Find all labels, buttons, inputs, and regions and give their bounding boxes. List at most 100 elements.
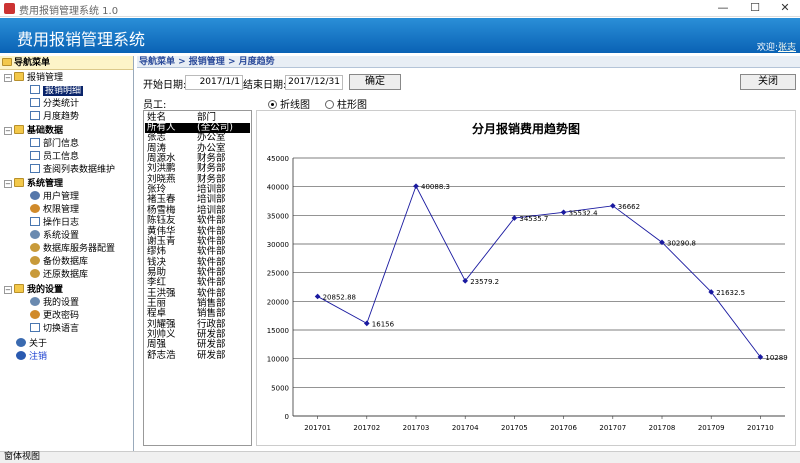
employee-department: 研发部 (197, 339, 226, 351)
settings-icon (30, 297, 40, 306)
database-icon (30, 269, 40, 278)
list-item[interactable]: 易助 软件部 (145, 267, 250, 278)
employee-department: 软件部 (197, 287, 226, 299)
settings-icon (30, 230, 40, 239)
sidebar-item-backup[interactable]: 备份数据库 (30, 256, 88, 269)
list-item[interactable]: 刘耀强 行政部 (145, 318, 250, 330)
employee-department: 软件部 (197, 256, 226, 268)
sidebar-item-label: 还原数据库 (43, 270, 89, 280)
radio-unselected-icon[interactable] (325, 100, 334, 109)
x-tick-label: 201702 (353, 424, 380, 432)
list-item[interactable]: 李红 软件部 (145, 278, 250, 288)
list-item[interactable]: 钱决 软件部 (145, 256, 250, 268)
employee-name: 刘耀强 (147, 318, 176, 330)
y-tick-label: 10000 (267, 356, 289, 364)
list-item[interactable]: 张志 办公室 (145, 133, 250, 143)
close-window-button[interactable]: ✕ (780, 1, 790, 14)
employee-name: 周涛 (147, 142, 167, 154)
employee-department: 财务部 (197, 153, 226, 165)
list-item[interactable]: 王洪强 软件部 (145, 287, 250, 299)
tree-group-system[interactable]: − 系统管理 (4, 178, 63, 191)
sidebar-item-settings[interactable]: 系统设置 (30, 230, 79, 243)
close-button[interactable]: 关闭 (740, 74, 796, 90)
data-point (363, 320, 370, 327)
radio-line-chart[interactable]: 折线图 (268, 96, 310, 111)
sidebar-item-permissions[interactable]: 权限管理 (30, 204, 79, 217)
list-item[interactable]: 舒志浩 研发部 (145, 350, 250, 361)
list-item[interactable]: 褚玉春 培训部 (145, 195, 250, 205)
minimize-button[interactable]: — (717, 1, 729, 14)
maximize-button[interactable]: ☐ (750, 1, 760, 14)
sidebar-item-about[interactable]: 关于 (16, 338, 47, 351)
sidebar-item-restore[interactable]: 还原数据库 (30, 269, 88, 282)
list-item[interactable]: 张玲 培训部 (145, 185, 250, 195)
sidebar-item-logs[interactable]: 操作日志 (30, 217, 79, 230)
sidebar-item-logout[interactable]: 注销 (16, 351, 47, 364)
list-item[interactable]: 缪炜 软件部 (145, 247, 250, 257)
list-item[interactable]: 所有人 (全公司) (145, 123, 250, 133)
data-point (708, 289, 715, 295)
user-name-link[interactable]: 张志 (777, 43, 796, 53)
end-date-field[interactable]: 2017/12/31 (285, 75, 343, 90)
collapse-icon[interactable]: − (4, 286, 12, 294)
list-item[interactable]: 谢玉青 软件部 (145, 236, 250, 247)
employee-label: 员工: (143, 100, 167, 111)
sidebar-item-departments[interactable]: 部门信息 (30, 138, 79, 151)
list-item[interactable]: 刘晓燕 财务部 (145, 174, 250, 185)
employee-name: 黄伟华 (147, 225, 176, 237)
list-item[interactable]: 周强 研发部 (145, 340, 250, 350)
radio-bar-chart[interactable]: 柱形图 (325, 96, 367, 111)
y-tick-label: 45000 (267, 155, 289, 163)
sidebar-item-detail[interactable]: 报销明细 (30, 85, 84, 98)
tree-group-label: 基础数据 (27, 126, 64, 136)
y-tick-label: 40000 (267, 184, 289, 192)
list-item[interactable]: 陈钰友 软件部 (145, 216, 250, 226)
employee-department: 软件部 (197, 215, 226, 227)
tree-group-my-settings[interactable]: − 我的设置 (4, 284, 63, 297)
data-point (609, 202, 616, 209)
sidebar-item-change-password[interactable]: 更改密码 (30, 310, 79, 323)
collapse-icon[interactable]: − (4, 127, 12, 135)
confirm-button[interactable]: 确定 (349, 74, 401, 90)
employee-department: 软件部 (197, 225, 226, 237)
tree-group-basic-data[interactable]: − 基础数据 (4, 125, 63, 138)
radio-selected-icon[interactable] (268, 100, 277, 109)
y-tick-label: 5000 (271, 384, 289, 392)
list-item[interactable]: 黄伟华 软件部 (145, 225, 250, 237)
employee-list[interactable]: 姓名 部门 所有人 (全公司) 张志 办公室 周涛 办公室 周源水 财务部 刘洪鹏 财务部 刘晓燕 财务部… (143, 110, 252, 446)
trend-chart: 分月报销费用趋势图 0 5000 10000 15000 20000 25000 30000 3… (267, 121, 788, 432)
window-title: 费用报销管理系统 1.0 (19, 6, 119, 17)
sidebar-item-users[interactable]: 用户管理 (30, 191, 79, 204)
sidebar-item-label: 关于 (29, 339, 48, 349)
list-item[interactable]: 刘帅义 研发部 (145, 330, 250, 340)
employee-name: 李红 (147, 277, 167, 289)
list-item[interactable]: 王丽 销售部 (145, 298, 250, 309)
employee-name: 陈钰友 (147, 215, 176, 227)
key-icon (30, 310, 40, 319)
sidebar-item-my-settings[interactable]: 我的设置 (30, 297, 79, 310)
sidebar-item-language[interactable]: 切换语言 (30, 323, 79, 336)
sidebar-item-monthly-trend[interactable]: 月度趋势 (30, 111, 79, 124)
list-item[interactable]: 周源水 财务部 (145, 154, 250, 164)
sidebar-item-lookup-maintenance[interactable]: 查阅列表数据维护 (30, 164, 115, 177)
data-label: 40088.3 (421, 183, 450, 191)
list-item[interactable]: 程卓 销售部 (145, 309, 250, 319)
sidebar-item-db-server[interactable]: 数据库服务器配置 (30, 243, 115, 256)
start-date-field[interactable]: 2017/1/1 (185, 75, 243, 90)
x-tick-label: 201708 (649, 424, 676, 432)
employee-department: 研发部 (197, 329, 226, 340)
tree-group-reimbursement[interactable]: − 报销管理 (4, 72, 63, 85)
breadcrumb: 导航菜单 > 报销管理 > 月度趋势 (137, 56, 800, 68)
sidebar-item-label: 分类统计 (43, 99, 80, 109)
list-item[interactable]: 周涛 办公室 (145, 142, 250, 154)
document-icon (30, 85, 40, 94)
sidebar-item-employees[interactable]: 员工信息 (30, 151, 79, 164)
radio-bar-label: 柱形图 (337, 100, 367, 111)
list-item[interactable]: 杨雪梅 培训部 (145, 205, 250, 216)
document-icon (30, 98, 40, 107)
sidebar-item-category-stats[interactable]: 分类统计 (30, 98, 79, 111)
employee-department: 培训部 (197, 184, 226, 196)
list-item[interactable]: 刘洪鹏 财务部 (145, 164, 250, 174)
collapse-icon[interactable]: − (4, 74, 12, 82)
collapse-icon[interactable]: − (4, 180, 12, 188)
